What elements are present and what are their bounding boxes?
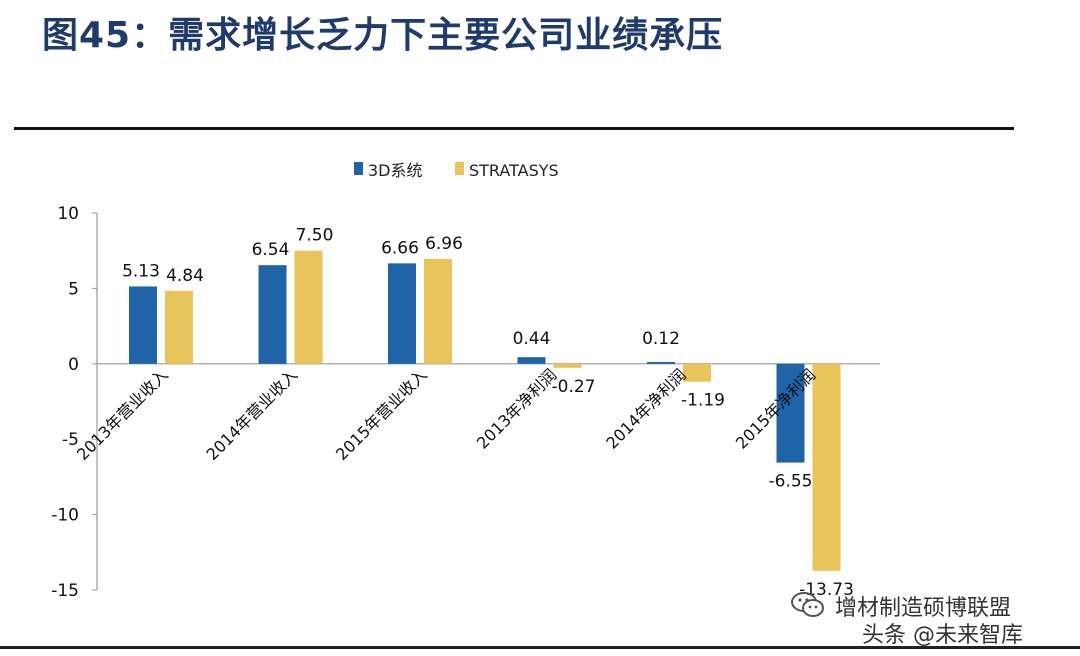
watermark-line-2: 头条 @未来智库 xyxy=(862,623,1023,648)
category-label: 2015年营业收入 xyxy=(332,365,431,464)
category-label: 2013年营业收入 xyxy=(73,365,172,464)
bar xyxy=(165,290,193,364)
legend-label-3d: 3D系统 xyxy=(368,161,423,180)
y-tick-label: -5 xyxy=(62,430,79,450)
page-title: 图45：需求增长乏力下主要公司业绩承压 xyxy=(42,15,724,56)
data-label: 6.96 xyxy=(425,234,463,254)
category-label: 2014年净利润 xyxy=(602,365,689,452)
title-divider xyxy=(14,127,1014,130)
bar xyxy=(258,265,287,364)
category-label: 2014年营业收入 xyxy=(203,365,302,464)
wechat-icon xyxy=(791,592,824,617)
bars xyxy=(129,250,841,571)
legend-label-stratasys: STRATASYS xyxy=(469,161,559,180)
y-tick-label: -15 xyxy=(51,581,79,601)
y-tick-label: 10 xyxy=(57,204,79,224)
data-labels: 5.13 4.84 6.54 7.50 6.66 6.96 0.44 -0.27 0.12 -1.… xyxy=(122,226,854,600)
data-label: 0.12 xyxy=(642,329,680,349)
bar xyxy=(294,250,323,364)
bar xyxy=(517,357,546,364)
bar xyxy=(776,363,805,463)
axes: 10 5 0 -5 -10 -15 xyxy=(51,204,880,601)
bar xyxy=(388,263,416,364)
data-label: 5.13 xyxy=(122,261,160,281)
bar xyxy=(424,258,452,364)
watermark-line-1: 增材制造硕博联盟 xyxy=(835,596,1012,621)
legend: 3D系统 STRATASYS xyxy=(354,161,559,180)
bar xyxy=(553,363,582,368)
bar xyxy=(647,361,675,364)
legend-swatch-stratasys xyxy=(455,162,464,175)
bar xyxy=(683,363,711,382)
data-label: 4.84 xyxy=(166,266,204,286)
data-label: 6.54 xyxy=(252,240,290,260)
bottom-divider xyxy=(0,646,1080,649)
bar xyxy=(129,286,157,364)
data-label: 7.50 xyxy=(296,226,334,246)
y-tick-label: -10 xyxy=(51,506,79,526)
category-label: 2015年净利润 xyxy=(732,365,819,452)
data-label: -0.27 xyxy=(552,377,596,397)
legend-swatch-3d xyxy=(354,162,363,175)
y-tick-label: 0 xyxy=(68,355,79,375)
data-label: 0.44 xyxy=(513,329,551,349)
y-tick-label: 5 xyxy=(68,279,79,299)
data-label: -1.19 xyxy=(681,391,725,411)
category-label: 2013年净利润 xyxy=(473,365,560,452)
data-label: 6.66 xyxy=(381,238,419,258)
bar xyxy=(812,363,841,571)
data-label: -6.55 xyxy=(769,472,813,492)
